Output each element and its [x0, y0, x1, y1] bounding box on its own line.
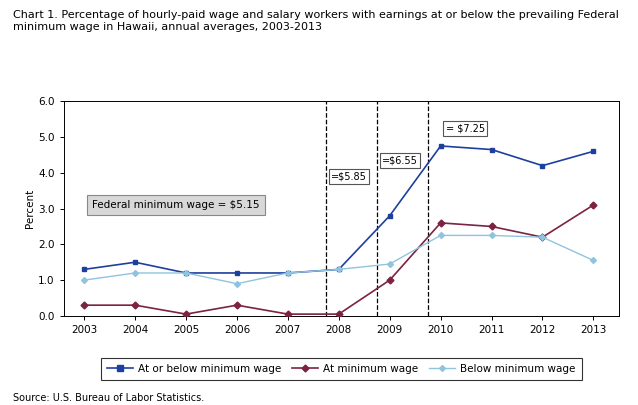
- At or below minimum wage: [284, 271, 292, 275]
- Below minimum wage: [487, 233, 495, 238]
- Text: Chart 1. Percentage of hourly-paid wage and salary workers with earnings at or b: Chart 1. Percentage of hourly-paid wage …: [13, 10, 619, 20]
- Text: =$6.55: =$6.55: [382, 155, 418, 165]
- Line: At minimum wage: At minimum wage: [82, 202, 596, 317]
- Below minimum wage: [80, 278, 88, 283]
- At minimum wage: [590, 202, 597, 207]
- Text: Source: U.S. Bureau of Labor Statistics.: Source: U.S. Bureau of Labor Statistics.: [13, 393, 204, 403]
- Below minimum wage: [538, 235, 546, 240]
- Text: minimum wage in Hawaii, annual averages, 2003-2013: minimum wage in Hawaii, annual averages,…: [13, 22, 322, 32]
- Below minimum wage: [284, 271, 292, 275]
- Below minimum wage: [590, 258, 597, 263]
- At minimum wage: [487, 224, 495, 229]
- At or below minimum wage: [590, 149, 597, 154]
- At or below minimum wage: [233, 271, 241, 275]
- Below minimum wage: [182, 271, 190, 275]
- Text: = $7.25: = $7.25: [446, 123, 485, 133]
- Text: Federal minimum wage = $5.15: Federal minimum wage = $5.15: [92, 200, 259, 210]
- At minimum wage: [284, 312, 292, 317]
- At minimum wage: [335, 312, 343, 317]
- Text: =$5.85: =$5.85: [331, 171, 367, 181]
- At or below minimum wage: [182, 271, 190, 275]
- Line: Below minimum wage: Below minimum wage: [82, 233, 595, 286]
- Below minimum wage: [233, 281, 241, 286]
- Line: At or below minimum wage: At or below minimum wage: [82, 143, 596, 275]
- At minimum wage: [437, 220, 445, 225]
- At minimum wage: [386, 278, 394, 283]
- Below minimum wage: [437, 233, 445, 238]
- Y-axis label: Percent: Percent: [26, 189, 36, 228]
- At or below minimum wage: [335, 267, 343, 272]
- Below minimum wage: [131, 271, 139, 275]
- At or below minimum wage: [386, 213, 394, 218]
- At or below minimum wage: [487, 147, 495, 152]
- At minimum wage: [182, 312, 190, 317]
- Below minimum wage: [386, 262, 394, 266]
- At or below minimum wage: [538, 163, 546, 168]
- Below minimum wage: [335, 267, 343, 272]
- At or below minimum wage: [80, 267, 88, 272]
- At or below minimum wage: [437, 143, 445, 148]
- At or below minimum wage: [131, 260, 139, 265]
- At minimum wage: [538, 235, 546, 240]
- At minimum wage: [233, 303, 241, 308]
- At minimum wage: [80, 303, 88, 308]
- At minimum wage: [131, 303, 139, 308]
- Legend: At or below minimum wage, At minimum wage, Below minimum wage: At or below minimum wage, At minimum wag…: [101, 358, 582, 380]
